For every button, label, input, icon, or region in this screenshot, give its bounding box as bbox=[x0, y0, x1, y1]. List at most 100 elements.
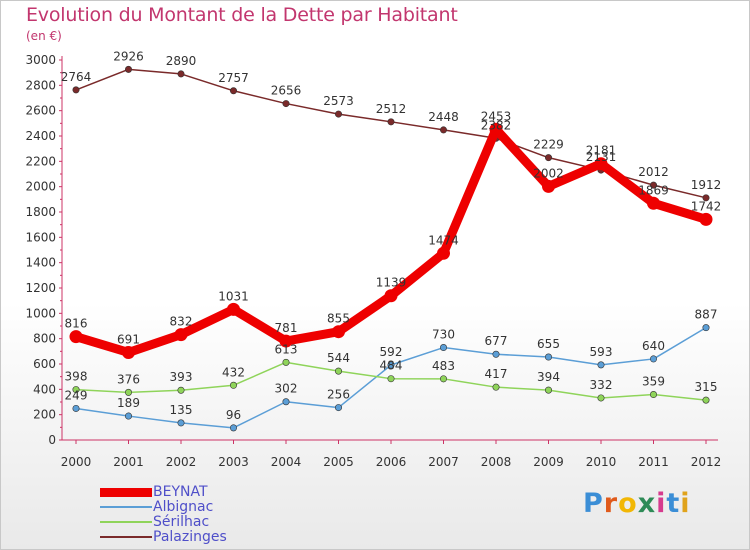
y-tick-label: 1600 bbox=[25, 230, 56, 244]
x-tick-label: 2007 bbox=[428, 455, 459, 469]
data-label: 2448 bbox=[428, 110, 459, 124]
data-point bbox=[649, 391, 657, 399]
data-point bbox=[334, 367, 342, 375]
y-tick-label: 1000 bbox=[25, 306, 56, 320]
data-label: 691 bbox=[117, 332, 140, 346]
y-tick-label: 800 bbox=[33, 332, 56, 346]
data-label: 376 bbox=[117, 372, 140, 386]
data-point bbox=[492, 383, 500, 391]
chart-axes: 0 200 400 600 800 1000 1200 1400 1600 1800 2000 220… bbox=[25, 53, 721, 469]
y-tick-label: 2600 bbox=[25, 104, 56, 118]
data-label: 2573 bbox=[323, 94, 354, 108]
y-tick-label: 2200 bbox=[25, 154, 56, 168]
series-layer bbox=[69, 65, 713, 432]
data-label: 2890 bbox=[166, 54, 197, 68]
data-point bbox=[230, 381, 238, 389]
legend-label: Palazinges bbox=[153, 529, 227, 545]
data-point bbox=[72, 386, 80, 394]
data-point bbox=[492, 350, 500, 358]
data-label: 592 bbox=[380, 345, 403, 359]
data-point bbox=[230, 87, 238, 95]
y-tick-label: 600 bbox=[33, 357, 56, 371]
data-point bbox=[282, 398, 290, 406]
data-point bbox=[122, 345, 135, 359]
data-label: 544 bbox=[327, 351, 350, 365]
logo-letter: t bbox=[666, 488, 681, 519]
chart-subtitle: (en €) bbox=[26, 29, 62, 43]
x-tick-label: 2001 bbox=[113, 455, 144, 469]
data-label: 394 bbox=[537, 370, 560, 384]
legend-swatch bbox=[100, 521, 152, 523]
data-point bbox=[647, 196, 660, 210]
logo-letter: P bbox=[583, 488, 604, 519]
data-label: 593 bbox=[590, 345, 613, 359]
data-point bbox=[439, 126, 447, 134]
proxiti-logo: Proxiti bbox=[583, 488, 691, 519]
data-point bbox=[597, 394, 605, 402]
data-label: 1912 bbox=[691, 178, 722, 192]
x-tick-label: 2008 bbox=[481, 455, 512, 469]
data-label: 417 bbox=[485, 367, 508, 381]
data-point bbox=[702, 396, 710, 404]
data-label: 189 bbox=[117, 396, 140, 410]
data-point bbox=[384, 289, 398, 303]
data-label: 816 bbox=[65, 317, 88, 331]
data-point bbox=[125, 412, 133, 420]
legend-label: BEYNAT bbox=[153, 484, 208, 500]
data-point bbox=[544, 353, 552, 361]
x-tick-label: 2005 bbox=[323, 455, 354, 469]
x-tick-label: 2006 bbox=[376, 455, 407, 469]
chart-title: Evolution du Montant de la Dette par Hab… bbox=[26, 4, 458, 26]
data-point bbox=[334, 404, 342, 412]
data-point bbox=[72, 86, 80, 94]
y-tick-label: 0 bbox=[48, 433, 56, 447]
y-tick-label: 1200 bbox=[25, 281, 56, 295]
data-label: 2131 bbox=[586, 150, 617, 164]
data-point bbox=[702, 194, 710, 202]
data-label: 2926 bbox=[113, 49, 144, 63]
logo-letter: i bbox=[680, 488, 691, 519]
data-label: 393 bbox=[170, 370, 193, 384]
logo-letter: i bbox=[656, 488, 667, 519]
legend-swatch bbox=[100, 487, 152, 497]
data-label: 2764 bbox=[61, 70, 92, 84]
y-tick-label: 400 bbox=[33, 382, 56, 396]
data-point bbox=[542, 179, 555, 193]
data-point bbox=[489, 122, 503, 136]
data-label: 887 bbox=[695, 308, 718, 322]
data-label: 398 bbox=[65, 370, 88, 384]
data-label: 655 bbox=[537, 337, 560, 351]
data-label: 2382 bbox=[481, 118, 512, 132]
data-point bbox=[177, 386, 185, 394]
x-tick-label: 2002 bbox=[166, 455, 197, 469]
data-label: 2656 bbox=[271, 84, 302, 98]
data-point bbox=[544, 154, 552, 162]
data-point bbox=[279, 334, 293, 348]
data-point bbox=[597, 361, 605, 369]
data-point bbox=[332, 325, 345, 339]
data-labels-layer: 816 691 832 1031 781 855 1139 1474 2453 2002 2181 1… bbox=[61, 49, 722, 421]
y-tick-label: 1400 bbox=[25, 256, 56, 270]
data-label: 2453 bbox=[481, 109, 512, 123]
x-tick-label: 2012 bbox=[691, 455, 722, 469]
data-point bbox=[174, 328, 188, 342]
y-tick-label: 2800 bbox=[25, 78, 56, 92]
data-label: 2757 bbox=[218, 71, 249, 85]
data-label: 302 bbox=[275, 382, 298, 396]
x-tick-label: 2011 bbox=[638, 455, 669, 469]
x-tick-label: 2000 bbox=[61, 455, 92, 469]
data-label: 855 bbox=[327, 312, 350, 326]
data-point bbox=[125, 65, 133, 73]
data-label: 483 bbox=[432, 359, 455, 373]
data-label: 613 bbox=[275, 342, 298, 356]
data-point bbox=[439, 375, 447, 383]
data-label: 640 bbox=[642, 339, 665, 353]
data-label: 332 bbox=[590, 378, 613, 392]
data-label: 2002 bbox=[533, 166, 564, 180]
data-label: 2012 bbox=[638, 165, 669, 179]
data-point bbox=[387, 118, 395, 126]
data-point bbox=[69, 330, 83, 344]
data-point bbox=[230, 424, 238, 432]
y-tick-label: 200 bbox=[33, 408, 56, 422]
